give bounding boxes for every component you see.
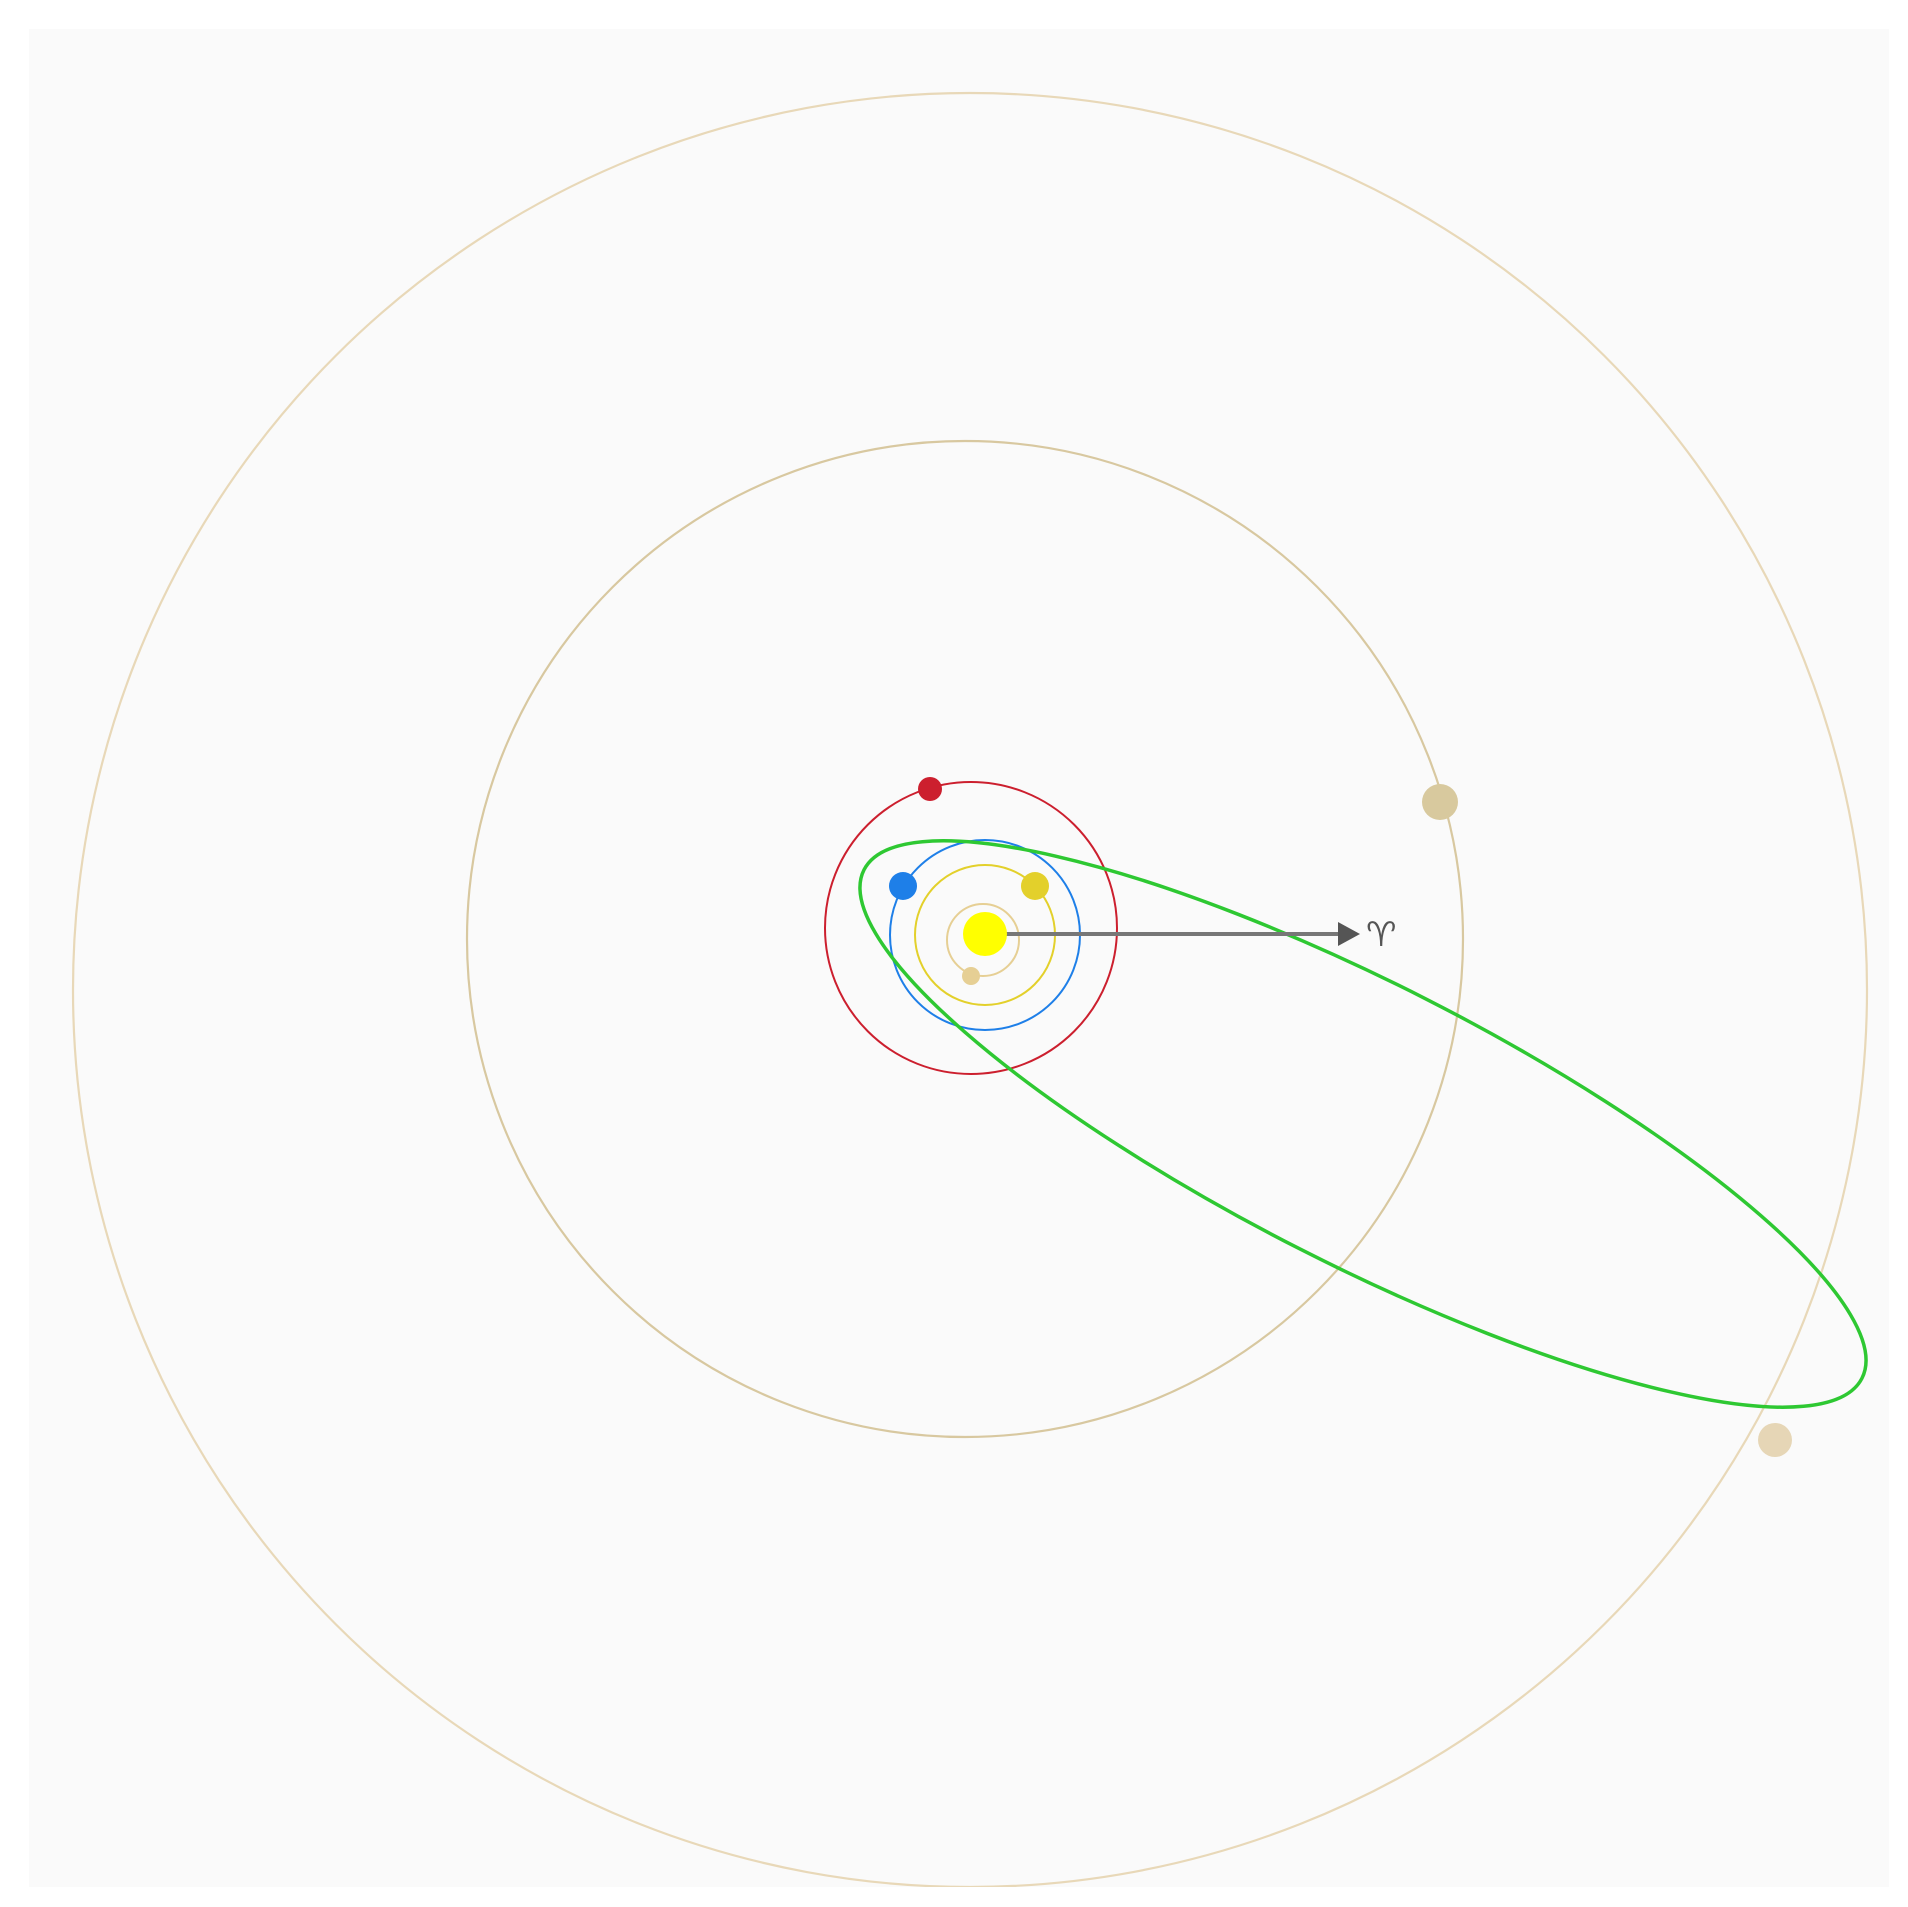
mars-orbit [824, 781, 1118, 1075]
saturn-orbit [72, 92, 1868, 1887]
comet-orbit [858, 839, 1868, 1409]
jupiter-orbit [465, 439, 1465, 1439]
mercury-orbit [946, 903, 1020, 977]
plot-background [29, 29, 1889, 1887]
sun [963, 912, 1007, 956]
mars-planet [918, 777, 942, 801]
mercury-planet [962, 967, 980, 985]
earth-planet [889, 872, 917, 900]
jupiter-planet [1422, 784, 1458, 820]
vernal-equinox-symbol: ♈ [1366, 915, 1396, 955]
saturn-planet [1758, 1423, 1792, 1457]
vernal-equinox-arrowhead [1338, 922, 1360, 946]
venus-planet [1021, 872, 1049, 900]
